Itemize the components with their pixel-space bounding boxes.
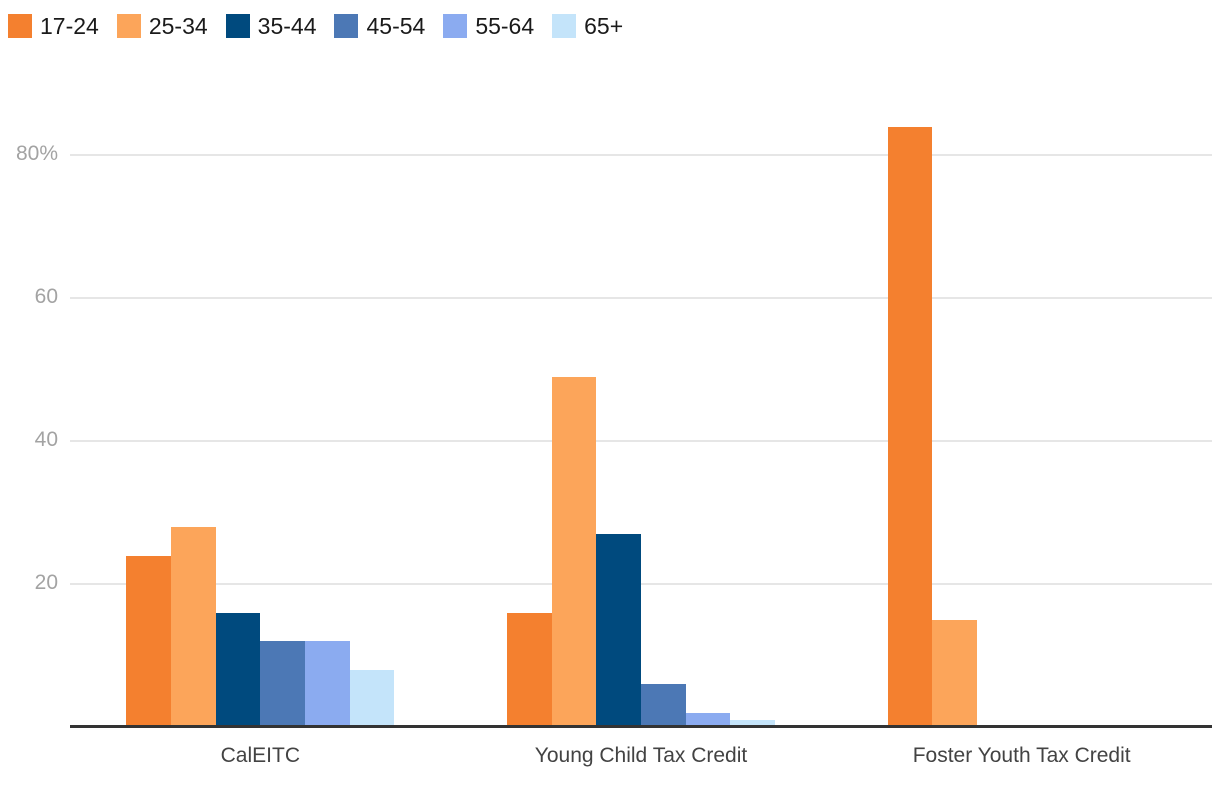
chart-legend: 17-24 25-34 35-44 45-54 55-64 65+ [8, 14, 623, 38]
gridline-80 [70, 154, 1212, 157]
bar-Young Child Tax Credit-17-24 [507, 612, 552, 727]
bar-CalEITC-17-24 [126, 555, 171, 727]
legend-swatch-icon [8, 14, 32, 38]
legend-item-35-44[interactable]: 35-44 [225, 13, 317, 39]
gridline-40 [70, 440, 1212, 443]
bar-CalEITC-25-34 [171, 526, 216, 727]
legend-item-65+[interactable]: 65+ [552, 14, 623, 38]
bar-CalEITC-45-54 [260, 641, 305, 727]
category-label-CalEITC: CalEITC [220, 744, 300, 767]
legend-swatch-icon [116, 14, 141, 38]
gridline-20 [70, 583, 1212, 586]
category-label-Young Child Tax Credit: Young Child Tax Credit [534, 744, 748, 767]
legend-item-17-24[interactable]: 17-24 [8, 14, 99, 38]
x-axis-line [70, 725, 1212, 728]
bar-CalEITC-65+ [349, 669, 395, 727]
legend-label: 45-54 [366, 13, 426, 39]
legend-item-25-34[interactable]: 25-34 [116, 13, 208, 39]
legend-item-55-64[interactable]: 55-64 [443, 14, 534, 38]
legend-swatch-icon [225, 14, 250, 38]
bar-CalEITC-35-44 [215, 612, 261, 727]
bar-CalEITC-55-64 [305, 641, 350, 727]
legend-swatch-icon [443, 14, 468, 38]
y-tick-label-80: 80% [15, 142, 58, 166]
bar-Foster Youth Tax Credit-17-24 [887, 126, 933, 727]
bar-Young Child Tax Credit-35-44 [596, 534, 641, 727]
legend-label: 35-44 [257, 13, 317, 39]
bar-Foster Youth Tax Credit-25-34 [932, 619, 977, 727]
y-tick-label-60: 60 [34, 285, 58, 309]
gridline-60 [70, 297, 1212, 300]
legend-label: 55-64 [475, 13, 535, 39]
legend-label: 65+ [584, 13, 624, 39]
legend-swatch-icon [552, 14, 577, 38]
category-label-Foster Youth Tax Credit: Foster Youth Tax Credit [912, 744, 1131, 767]
bar-Young Child Tax Credit-25-34 [551, 376, 597, 727]
legend-label: 17-24 [40, 13, 99, 39]
bar-Young Child Tax Credit-45-54 [641, 684, 686, 727]
legend-item-45-54[interactable]: 45-54 [334, 14, 425, 38]
legend-swatch-icon [334, 14, 359, 38]
bar-Young Child Tax Credit-55-64 [685, 712, 731, 727]
y-tick-label-40: 40 [34, 428, 58, 452]
y-tick-label-20: 20 [34, 571, 58, 595]
legend-label: 25-34 [148, 13, 208, 39]
bar-Young Child Tax Credit-65+ [730, 719, 775, 727]
